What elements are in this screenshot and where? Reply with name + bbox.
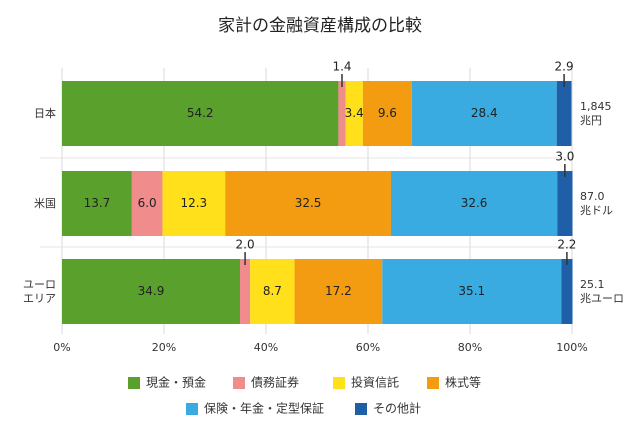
legend-label: 債務証券 bbox=[251, 375, 299, 390]
legend-label: その他計 bbox=[373, 401, 421, 416]
bar-segment bbox=[362, 81, 412, 146]
legend-swatch bbox=[186, 403, 198, 415]
x-tick-label: 100% bbox=[556, 341, 587, 354]
x-tick-label: 0% bbox=[53, 341, 70, 354]
bar-segment bbox=[131, 171, 163, 236]
legend-swatch bbox=[233, 377, 245, 389]
total-label: 1,845 兆円 bbox=[580, 99, 612, 127]
category-label: ユーロ エリア bbox=[23, 277, 56, 305]
legend-label: 投資信託 bbox=[351, 375, 399, 390]
bar-segment bbox=[338, 81, 346, 146]
value-label: 32.5 bbox=[295, 196, 322, 210]
bar-segment bbox=[561, 259, 573, 324]
value-label: 28.4 bbox=[471, 106, 498, 120]
bar-segment bbox=[250, 259, 295, 324]
x-tick-label: 80% bbox=[458, 341, 482, 354]
x-tick-label: 20% bbox=[152, 341, 176, 354]
value-label: 34.9 bbox=[138, 284, 165, 298]
bar-segment bbox=[162, 171, 226, 236]
bar-segment bbox=[62, 259, 240, 324]
legend-swatch bbox=[333, 377, 345, 389]
value-label: 17.2 bbox=[325, 284, 352, 298]
value-label: 32.6 bbox=[461, 196, 488, 210]
legend-swatch bbox=[355, 403, 367, 415]
legend-label: 現金・預金 bbox=[146, 375, 206, 390]
bar-segment bbox=[239, 259, 251, 324]
value-label: 6.0 bbox=[138, 196, 157, 210]
bar-segment bbox=[556, 81, 572, 146]
bar-segment bbox=[62, 171, 132, 236]
value-label: 35.1 bbox=[458, 284, 485, 298]
value-label: 8.7 bbox=[263, 284, 282, 298]
bar-segment bbox=[294, 259, 383, 324]
bar-segment bbox=[390, 171, 558, 236]
value-label: 9.6 bbox=[378, 106, 397, 120]
value-label: 1.4 bbox=[332, 60, 351, 74]
bar-segment bbox=[345, 81, 363, 146]
legend-swatch bbox=[128, 377, 140, 389]
bar-segment bbox=[62, 81, 339, 146]
value-label: 3.0 bbox=[555, 150, 574, 164]
legend-swatch bbox=[427, 377, 439, 389]
total-label: 87.0 兆ドル bbox=[580, 189, 613, 217]
bar-segment bbox=[411, 81, 557, 146]
category-label: 日本 bbox=[34, 106, 56, 120]
total-label: 25.1 兆ユーロ bbox=[580, 277, 624, 305]
value-label: 2.9 bbox=[555, 60, 574, 74]
legend-label: 株式等 bbox=[445, 375, 481, 390]
value-label: 2.2 bbox=[557, 238, 576, 252]
x-tick-label: 40% bbox=[254, 341, 278, 354]
bar-segment bbox=[557, 171, 573, 236]
chart-title: 家計の金融資産構成の比較 bbox=[218, 16, 422, 36]
value-label: 12.3 bbox=[180, 196, 207, 210]
legend-label: 保険・年金・定型保証 bbox=[204, 401, 324, 416]
category-label: 米国 bbox=[34, 196, 56, 210]
bar-segment bbox=[225, 171, 391, 236]
bar-segment bbox=[382, 259, 562, 324]
x-tick-label: 60% bbox=[356, 341, 380, 354]
value-label: 54.2 bbox=[187, 106, 214, 120]
value-label: 3.4 bbox=[345, 106, 364, 120]
value-label: 13.7 bbox=[84, 196, 111, 210]
value-label: 2.0 bbox=[236, 238, 255, 252]
